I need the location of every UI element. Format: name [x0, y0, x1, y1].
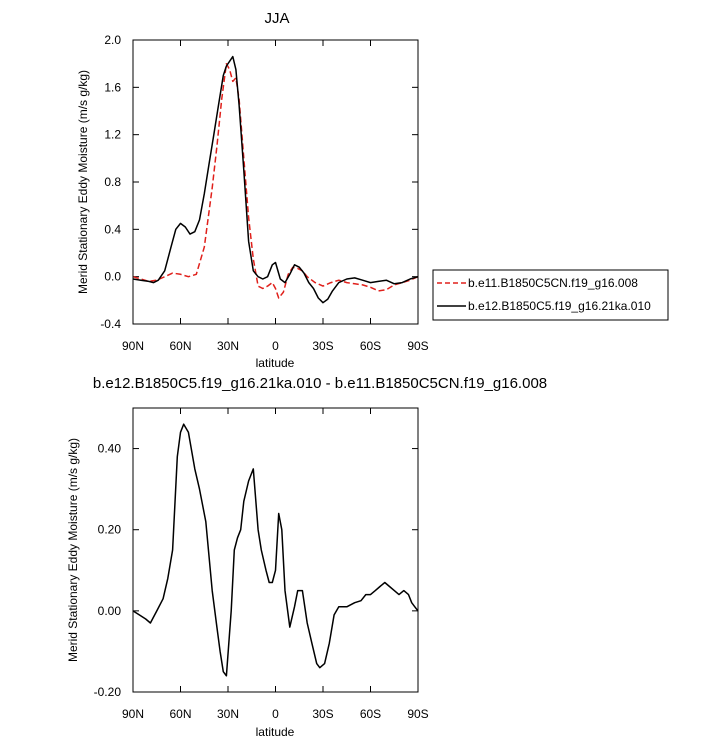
- bottom-x-tick-label: 90S: [407, 707, 428, 721]
- bottom-x-axis-label: latitude: [256, 725, 295, 739]
- bottom-x-tick-label: 30N: [217, 707, 239, 721]
- top-x-tick-label: 0: [272, 339, 279, 353]
- bottom-y-tick-label: -0.20: [94, 685, 122, 699]
- bottom-panel: b.e12.B1850C5.f19_g16.21ka.010 - b.e11.B…: [66, 375, 547, 739]
- top-chart-title: JJA: [264, 10, 289, 27]
- top-x-tick-label: 30S: [312, 339, 333, 353]
- top-plot-frame: [132, 39, 419, 325]
- bottom-y-ticks: -0.20 0.00 0.20 0.40: [94, 442, 418, 699]
- top-y-axis-label: Merid Stationary Eddy Moisture (m/s g/kg…: [76, 70, 90, 294]
- top-y-tick-label: 1.6: [104, 80, 121, 94]
- top-x-tick-label: 60S: [360, 339, 381, 353]
- top-x-tick-label: 60N: [169, 339, 191, 353]
- bottom-series: [132, 423, 419, 677]
- bottom-y-axis-label: Merid Stationary Eddy Moisture (m/s g/kg…: [66, 438, 80, 662]
- top-y-tick-label: 0.0: [104, 270, 121, 284]
- top-series-line-2: [132, 55, 419, 304]
- bottom-y-tick-label: 0.20: [98, 523, 122, 537]
- top-series: [132, 55, 419, 304]
- top-series-line-1: [132, 62, 419, 299]
- bottom-x-tick-label: 30S: [312, 707, 333, 721]
- top-y-tick-label: 0.8: [104, 175, 121, 189]
- top-y-tick-label: -0.4: [100, 317, 121, 331]
- legend-box: [432, 269, 669, 321]
- legend-label-1: b.e11.B1850C5CN.f19_g16.008: [468, 276, 638, 290]
- bottom-y-tick-label: 0.40: [98, 442, 122, 456]
- top-x-tick-label: 90S: [407, 339, 428, 353]
- top-x-tick-label: 90N: [122, 339, 144, 353]
- bottom-x-tick-label: 0: [272, 707, 279, 721]
- top-panel: JJA -0.4 0.0 0.4 0.8 1.2 1.6 2.0 90N 60N 30N 0 30S…: [76, 10, 669, 370]
- top-x-axis-label: latitude: [256, 356, 295, 370]
- bottom-chart-title: b.e12.B1850C5.f19_g16.21ka.010 - b.e11.B…: [93, 375, 547, 392]
- top-y-tick-label: 0.4: [104, 222, 121, 236]
- bottom-series-line-1: [132, 423, 419, 677]
- top-x-ticks: 90N 60N 30N 0 30S 60S 90S: [122, 40, 429, 353]
- bottom-x-ticks: 90N 60N 30N 0 30S 60S 90S: [122, 408, 429, 721]
- top-y-tick-label: 1.2: [104, 128, 121, 142]
- legend: b.e11.B1850C5CN.f19_g16.008 b.e12.B1850C…: [432, 269, 669, 321]
- bottom-x-tick-label: 90N: [122, 707, 144, 721]
- bottom-plot-frame: [132, 407, 419, 693]
- bottom-x-tick-label: 60N: [169, 707, 191, 721]
- top-y-tick-label: 2.0: [104, 33, 121, 47]
- bottom-y-tick-label: 0.00: [98, 604, 122, 618]
- legend-label-2: b.e12.B1850C5.f19_g16.21ka.010: [468, 299, 651, 313]
- bottom-x-tick-label: 60S: [360, 707, 381, 721]
- top-x-tick-label: 30N: [217, 339, 239, 353]
